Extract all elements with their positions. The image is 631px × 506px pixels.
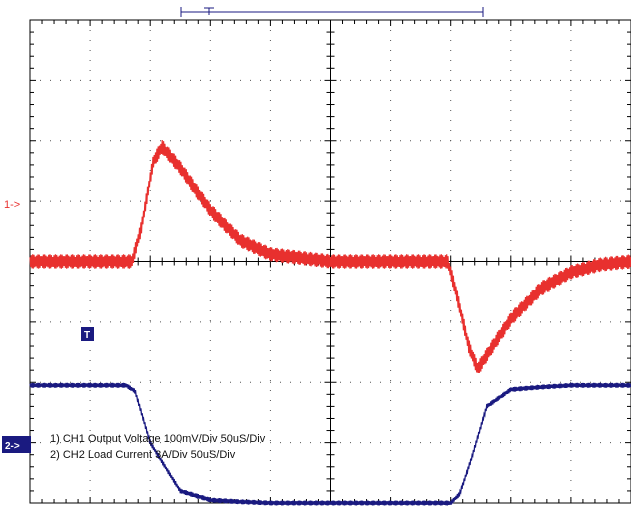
channel-2-marker-label: 2-> [5,441,20,452]
trigger-marker: T [81,327,94,341]
annotation-line-2: 2) CH2 Load Current 3A/Div 50uS/Div [50,449,236,461]
channel-2-marker: 2-> [2,436,31,453]
annotation-line-1: 1) CH1 Output Voltage 100mV/Div 50uS/Div [50,433,266,445]
waveform-channel-1 [29,139,631,374]
channel-1-marker-label: 1-> [4,199,20,211]
annotation-block: 1) CH1 Output Voltage 100mV/Div 50uS/Div… [50,433,266,461]
waveforms [29,139,631,506]
trigger-marker-label: T [84,330,90,341]
waveform-channel-2 [29,382,631,506]
trigger-position-bar [180,7,484,17]
channel-1-marker: 1-> [4,199,20,211]
channel-2-marker-box [2,436,31,453]
trigger-marker-box [81,327,94,341]
